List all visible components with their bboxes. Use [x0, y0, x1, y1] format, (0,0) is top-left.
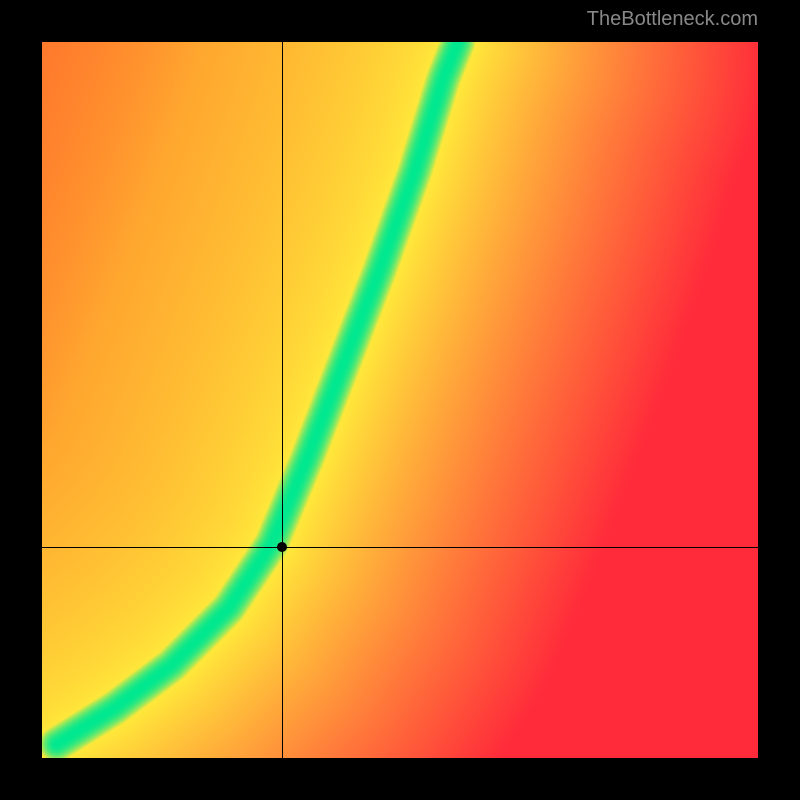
heatmap-canvas — [42, 42, 758, 758]
crosshair-horizontal — [42, 547, 758, 548]
crosshair-vertical — [282, 42, 283, 758]
crosshair-marker — [277, 542, 287, 552]
heatmap-chart — [42, 42, 758, 758]
watermark-text: TheBottleneck.com — [587, 8, 758, 31]
